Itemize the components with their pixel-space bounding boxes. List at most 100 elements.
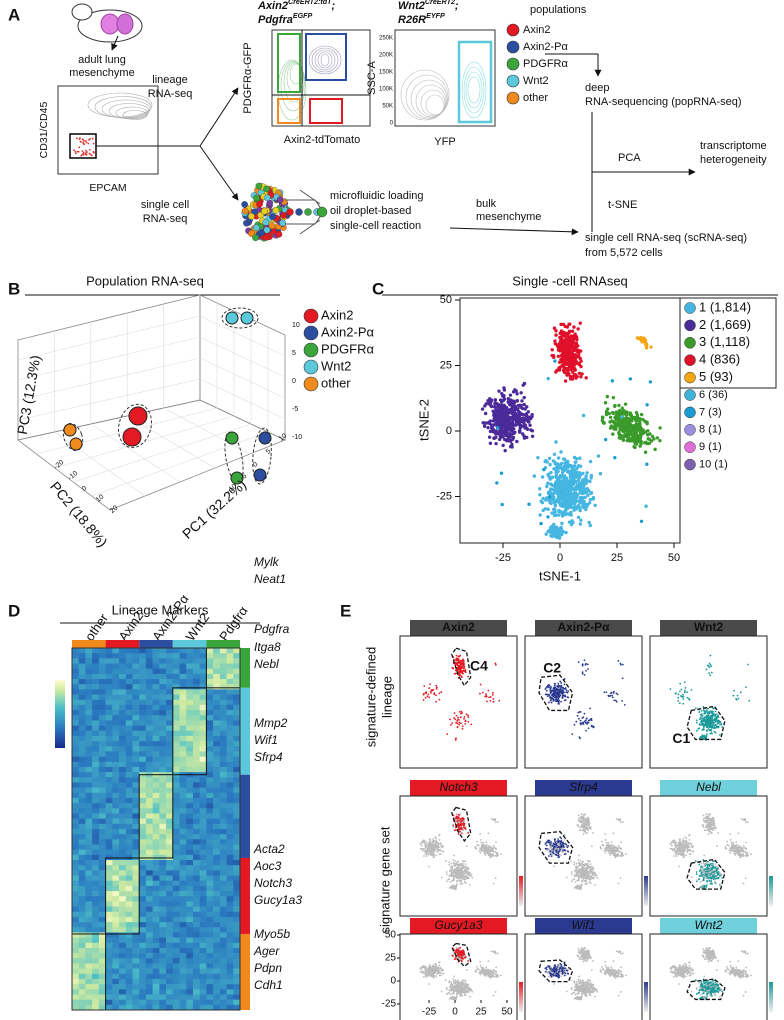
heatmap-cell <box>219 896 227 902</box>
cell-point <box>421 847 423 850</box>
cell-point <box>492 413 496 417</box>
heatmap-cell <box>119 808 127 814</box>
heatmap-cell <box>85 648 93 654</box>
heatmap-cell <box>186 994 194 1000</box>
heatmap-cell <box>145 865 153 871</box>
cell-point <box>580 484 585 488</box>
heatmap-cell <box>98 679 106 685</box>
cell-point <box>553 359 557 363</box>
heatmap-cell <box>85 932 93 938</box>
cell-point <box>432 689 435 691</box>
event <box>87 142 90 145</box>
heatmap-cell <box>159 679 167 685</box>
heatmap-cell <box>213 953 221 959</box>
cell-point <box>424 843 427 846</box>
cell-point <box>492 882 495 885</box>
heatmap-cell <box>172 689 180 695</box>
heatmap-cell <box>179 880 187 887</box>
heatmap-cell <box>98 968 106 975</box>
heatmap-cell <box>172 844 180 850</box>
heatmap-cell <box>85 963 93 969</box>
heatmap-cell <box>98 684 106 690</box>
heatmap-cell <box>233 916 241 923</box>
cell-point <box>460 669 462 672</box>
heatmap-cell <box>72 668 80 675</box>
heatmap-cell <box>72 958 80 964</box>
event <box>74 152 77 155</box>
cell-point <box>571 338 576 343</box>
cell-point <box>480 407 485 411</box>
heatmap-cell <box>152 735 160 742</box>
heatmap-cell <box>186 942 194 949</box>
heatmap-cell <box>85 803 93 809</box>
cell-point <box>455 862 458 864</box>
heatmap-cell <box>112 679 120 685</box>
cell-point <box>456 864 459 867</box>
cell-point <box>454 863 457 865</box>
cell-point <box>435 854 438 857</box>
heatmap-cell <box>139 839 147 845</box>
heatmap-cell <box>125 772 133 778</box>
heatmap-cell <box>72 947 80 954</box>
tick-label: -10 <box>226 483 238 495</box>
cell-point <box>523 407 527 411</box>
heatmap-cell <box>132 849 140 856</box>
heatmap-cell <box>98 849 106 856</box>
heatmap-cell <box>145 968 153 975</box>
heatmap-cell <box>213 823 221 830</box>
cell-point <box>543 507 547 511</box>
cell-point <box>462 829 464 832</box>
heatmap-cell <box>192 813 200 819</box>
bead <box>256 200 263 208</box>
cell-point <box>558 532 562 536</box>
cell-point <box>435 837 438 840</box>
cell-point <box>567 520 572 524</box>
heatmap-cell <box>159 658 167 664</box>
heatmap-cell <box>98 689 106 695</box>
heatmap-cell <box>85 911 93 918</box>
legend-swatch <box>684 389 696 401</box>
heatmap-cell <box>92 818 100 825</box>
heatmap-cell <box>125 989 133 995</box>
heatmap-cell <box>213 829 221 835</box>
cell-point <box>553 485 557 489</box>
cell-point <box>432 843 435 845</box>
heatmap-cell <box>233 772 241 778</box>
heatmap-cell <box>226 880 234 887</box>
heatmap-cell <box>172 958 180 964</box>
heatmap-cell <box>145 663 153 669</box>
heatmap-cell <box>186 963 194 969</box>
heatmap-cell <box>85 875 93 882</box>
heatmap-cell <box>85 880 93 887</box>
heatmap-cell <box>119 901 127 907</box>
heatmap-cell <box>186 710 194 716</box>
cell-point <box>504 413 509 417</box>
cell-point <box>435 840 438 842</box>
heatmap-cell <box>98 953 106 959</box>
heatmap-cell <box>125 968 133 975</box>
heatmap-cell <box>219 953 227 959</box>
heatmap-cell <box>152 849 160 856</box>
cell-point <box>501 443 505 448</box>
cell-point <box>519 405 523 409</box>
cell-point <box>578 495 582 500</box>
heatmap-cell <box>85 885 93 892</box>
heatmap-cell <box>145 710 153 716</box>
heatmap-cell <box>213 854 221 861</box>
heatmap-cell <box>192 1004 200 1011</box>
cell-point <box>569 510 573 515</box>
tick-label: 0 <box>252 461 260 469</box>
heatmap-cell <box>152 932 160 938</box>
legend-swatch <box>684 354 696 366</box>
heatmap-cell <box>186 901 194 907</box>
heatmap-cell <box>233 958 241 964</box>
heatmap-cell <box>219 984 227 990</box>
event <box>81 153 84 155</box>
cell-point <box>457 833 460 835</box>
tick-label: 0 <box>292 378 296 385</box>
heatmap-cell <box>192 829 200 835</box>
heatmap-cell <box>206 735 214 742</box>
heatmap-cell <box>145 673 153 680</box>
cell-point <box>586 493 590 497</box>
